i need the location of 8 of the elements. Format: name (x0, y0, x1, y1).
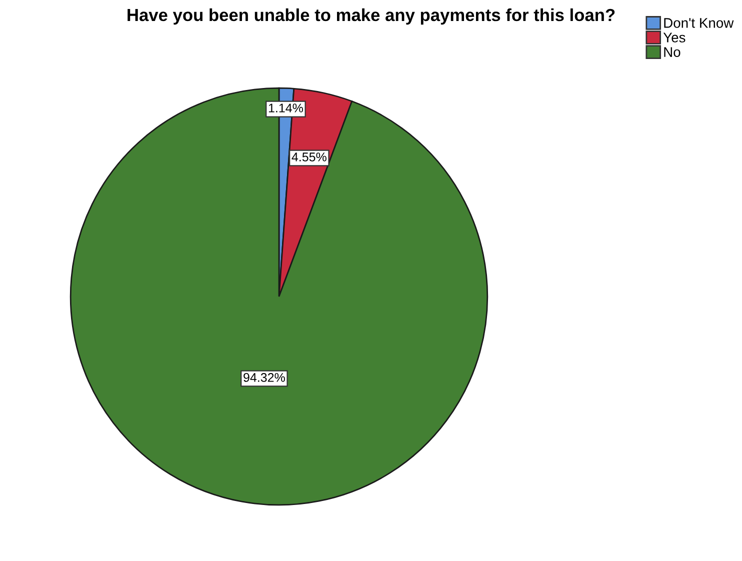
legend-label: Yes (663, 32, 686, 42)
chart-title: Have you been unable to make any payments for this loan? (128, 8, 615, 25)
data-label: 1.14% (268, 104, 303, 112)
pie-slice (70, 87, 488, 506)
legend-label: No (664, 47, 680, 57)
data-label: 4.55% (292, 152, 326, 162)
data-label: 94.32% (244, 373, 285, 382)
legend-label: Don't Know (664, 18, 734, 28)
